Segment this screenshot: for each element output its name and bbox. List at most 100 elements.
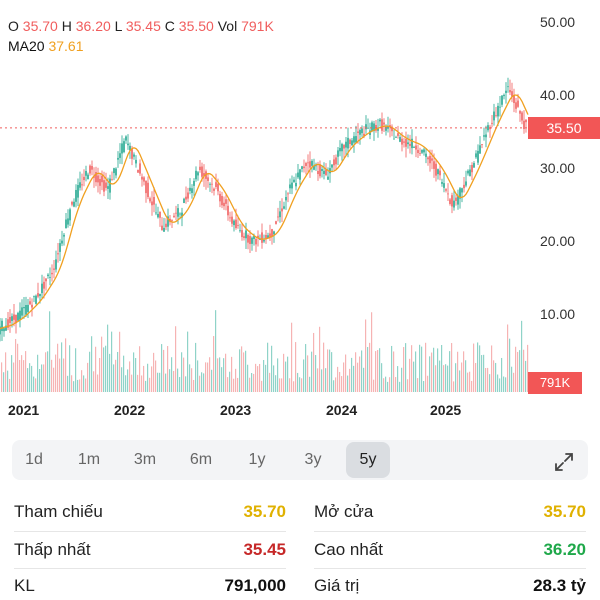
volume-bar <box>411 345 413 392</box>
tab-3y[interactable]: 3y <box>304 451 322 468</box>
price-candle <box>357 131 359 134</box>
price-candle <box>355 136 357 143</box>
volume-bar <box>227 377 229 392</box>
volume-bar <box>109 353 111 392</box>
volume-bar <box>477 342 479 392</box>
price-candle <box>119 153 121 158</box>
volume-bar <box>13 362 15 392</box>
tab-5y[interactable]: 5y <box>346 442 390 478</box>
volume-bar <box>21 355 23 392</box>
tab-1m[interactable]: 1m <box>77 451 101 468</box>
price-candle <box>353 136 355 143</box>
price-candle <box>411 138 413 149</box>
tab-6m[interactable]: 6m <box>189 451 213 468</box>
volume-bar <box>457 351 459 392</box>
price-candle <box>189 187 191 191</box>
price-candle <box>341 144 343 152</box>
volume-bar <box>319 326 321 392</box>
price-candle <box>491 122 493 124</box>
volume-bar <box>81 370 83 392</box>
volume-bar <box>163 349 165 392</box>
reference-value: 35.70 <box>243 502 286 521</box>
price-chart[interactable]: O 35.70 H 36.20 L 35.45 C 35.50 Vol 791K… <box>0 0 600 430</box>
volume-bar <box>231 356 233 392</box>
price-candle <box>159 211 161 218</box>
y-tick-label: 50.00 <box>540 14 576 30</box>
volume-bar <box>455 363 457 392</box>
volume-bar <box>341 376 343 392</box>
price-candle <box>427 157 429 160</box>
volume-bar <box>211 369 213 392</box>
volume-bar <box>327 349 329 392</box>
volume-bar <box>399 381 401 392</box>
divider <box>14 531 286 532</box>
price-candle <box>225 199 227 204</box>
volume-bar <box>121 367 123 392</box>
price-candle <box>149 198 151 202</box>
price-candle <box>319 164 321 177</box>
price-candle <box>143 177 145 182</box>
price-candle <box>261 232 263 243</box>
volume-bar <box>99 357 101 392</box>
volume-bar <box>497 374 499 392</box>
price-candle <box>387 126 389 129</box>
stat-volume: KL 791,000 <box>14 576 286 598</box>
volume-bar <box>199 375 201 392</box>
price-candle <box>337 150 339 157</box>
price-candle <box>391 126 393 132</box>
divider <box>314 568 586 569</box>
price-candle <box>299 169 301 180</box>
volume-bar <box>287 356 289 392</box>
price-candle <box>197 172 199 176</box>
close-label: C <box>164 18 175 34</box>
price-candle <box>335 157 337 165</box>
price-candle <box>373 123 375 132</box>
expand-icon[interactable] <box>552 450 576 474</box>
price-candle <box>109 178 111 193</box>
stat-turnover: Giá trị 28.3 tỷ <box>314 576 586 598</box>
price-candle <box>287 193 289 195</box>
volume-bar <box>217 358 219 392</box>
price-candle <box>519 110 521 114</box>
volume-bar <box>275 375 277 392</box>
volume-bar <box>511 366 513 392</box>
price-candle <box>295 182 297 187</box>
price-candle <box>95 172 97 183</box>
volume-bar <box>377 350 379 392</box>
volume-bar <box>223 358 225 392</box>
price-candle <box>219 193 221 202</box>
ma-value: 37.61 <box>48 38 84 54</box>
price-chart-canvas[interactable] <box>0 0 600 430</box>
volume-bar <box>129 361 131 392</box>
price-candle <box>1 320 3 332</box>
price-candle <box>101 175 103 183</box>
volume-bar <box>459 370 461 392</box>
volume-bar <box>203 373 205 392</box>
volume-bar <box>495 362 497 392</box>
tab-3m[interactable]: 3m <box>133 451 157 468</box>
reference-label: Tham chiếu <box>14 502 103 521</box>
price-candle <box>419 153 421 155</box>
volume-bar <box>101 336 103 392</box>
price-candle <box>343 145 345 149</box>
price-candle <box>455 197 457 201</box>
divider <box>14 568 286 569</box>
price-candle <box>11 316 13 321</box>
price-candle <box>497 105 499 117</box>
price-candle <box>39 293 41 297</box>
price-candle <box>57 253 59 255</box>
volume-bar <box>167 346 169 392</box>
price-candle <box>131 148 133 159</box>
volume-bar <box>179 377 181 392</box>
price-candle <box>267 235 269 238</box>
volume-bar <box>441 345 443 392</box>
ma-label: MA20 <box>8 38 45 54</box>
tab-1y[interactable]: 1y <box>248 451 266 468</box>
tab-1d[interactable]: 1d <box>25 451 43 468</box>
volume-bar <box>161 344 163 392</box>
price-candle <box>263 239 265 242</box>
price-candle <box>461 188 463 193</box>
price-candle <box>15 314 17 324</box>
price-candle <box>511 91 513 97</box>
price-candle <box>171 220 173 221</box>
